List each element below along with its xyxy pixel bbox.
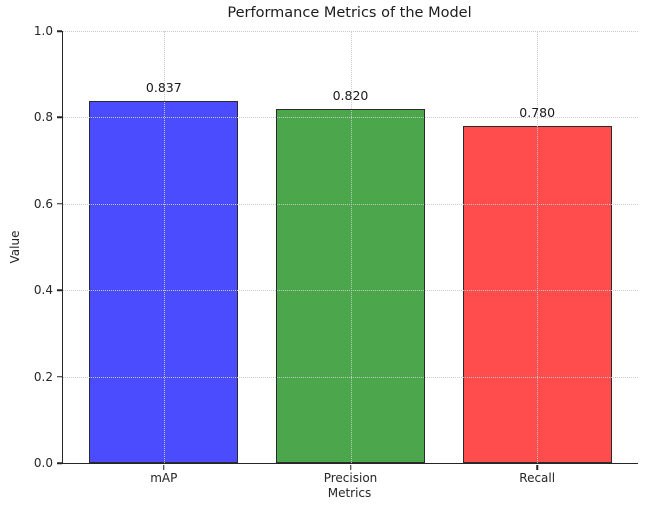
x-tick-mark [163, 464, 165, 470]
bar-Recall [462, 126, 612, 463]
y-axis-label: Value [8, 230, 22, 264]
y-tick-mark [56, 203, 62, 205]
x-tick-mark [349, 464, 352, 470]
y-tick-mark [56, 30, 62, 32]
x-axis-label: Metrics [327, 486, 372, 500]
y-tick-mark [56, 375, 62, 378]
y-tick-mark [56, 289, 62, 291]
x-tick-label: Recall [519, 471, 556, 485]
y-tick-mark [56, 116, 62, 119]
bar-value-label: 0.780 [519, 105, 556, 121]
x-tick-mark [536, 464, 538, 470]
horizontal-gridline [63, 31, 638, 32]
y-tick-label: 0.4 [33, 283, 53, 298]
y-tick-mark [56, 462, 62, 464]
bar-value-label: 0.837 [145, 80, 182, 96]
plot-area: 0.0 0.2 0.4 0.6 0.8 1.0 0.837 mAP 0.820 Precision… [34, 24, 638, 485]
x-tick-label: Precision [323, 471, 378, 485]
y-tick-label: 1.0 [33, 24, 53, 38]
y-tick-label: 0.0 [33, 456, 53, 470]
y-tick-label: 0.2 [33, 369, 53, 384]
x-tick-label: mAP [150, 471, 178, 485]
chart-title: Performance Metrics of the Model [227, 5, 472, 21]
y-tick-label: 0.8 [33, 110, 53, 125]
bar-mAP [89, 101, 239, 463]
bar-Precision [275, 108, 426, 463]
bar-value-label: 0.820 [332, 87, 369, 103]
y-tick-label: 0.6 [33, 196, 53, 211]
